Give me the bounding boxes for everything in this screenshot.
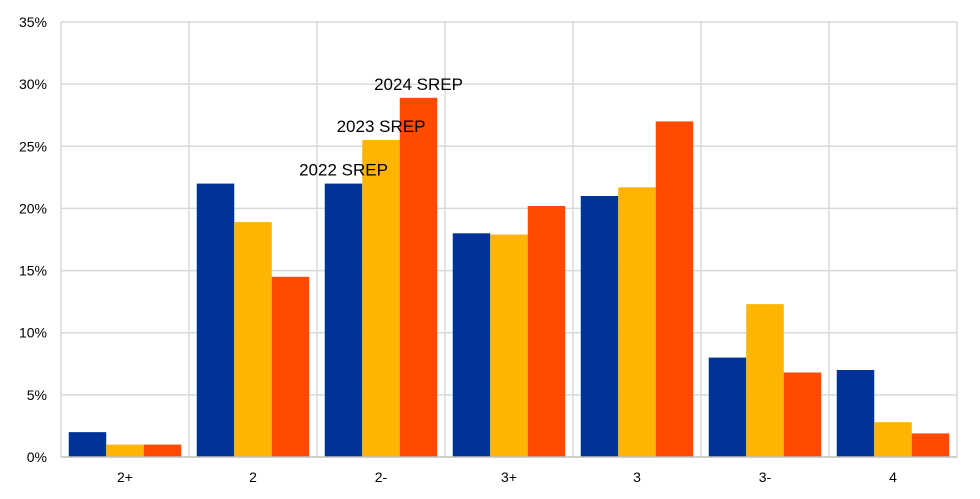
bar-2-2023-srep xyxy=(234,222,272,457)
x-tick-label: 3 xyxy=(633,469,641,485)
y-tick-label: 10% xyxy=(19,325,47,341)
x-tick-label: 2- xyxy=(375,469,388,485)
y-tick-label: 15% xyxy=(19,263,47,279)
labels-group: 2022 SREP 2023 SREP 2024 SREP xyxy=(299,75,463,180)
bar-3-2024-srep xyxy=(655,121,694,457)
x-tick-label: 4 xyxy=(889,469,897,485)
bar-2+-2022-srep xyxy=(68,432,107,457)
bar-4-2023-srep xyxy=(874,422,912,457)
bar-2--2022-srep xyxy=(324,183,363,458)
x-tick-label: 3- xyxy=(759,469,772,485)
y-tick-label: 30% xyxy=(19,76,47,92)
bar-3-2022-srep xyxy=(580,196,619,457)
axes: 0% 5% 10% 15% 20% 25% 30% 35% 2+ 2 2- 3+ 3 3- 4 xyxy=(19,14,957,485)
bar-3+-2022-srep xyxy=(452,233,491,457)
bar-2-2024-srep xyxy=(271,276,310,457)
bar-3--2023-srep xyxy=(746,304,784,457)
y-tick-label: 35% xyxy=(19,14,47,30)
bar-3--2024-srep xyxy=(783,372,822,457)
x-tick-label: 2+ xyxy=(117,469,133,485)
x-tick-label: 3+ xyxy=(501,469,517,485)
y-tick-label: 5% xyxy=(27,387,47,403)
bars-group xyxy=(68,97,950,458)
y-tick-label: 0% xyxy=(27,449,47,465)
x-tick-label: 2 xyxy=(249,469,257,485)
bar-2--2023-srep xyxy=(362,140,400,458)
bar-2+-2023-srep xyxy=(106,444,144,457)
series-annotation: 2024 SREP xyxy=(374,75,463,94)
bar-4-2024-srep xyxy=(911,433,950,457)
bar-3--2022-srep xyxy=(708,357,747,457)
bar-4-2022-srep xyxy=(836,370,875,457)
bar-2+-2024-srep xyxy=(143,444,182,457)
y-tick-label: 25% xyxy=(19,138,47,154)
bar-3+-2024-srep xyxy=(527,205,566,457)
bar-2--2024-srep xyxy=(399,97,438,458)
bar-3+-2023-srep xyxy=(490,234,528,457)
y-tick-label: 20% xyxy=(19,200,47,216)
series-annotation: 2022 SREP xyxy=(299,161,388,180)
series-annotation: 2023 SREP xyxy=(337,117,426,136)
bar-3-2023-srep xyxy=(618,187,656,458)
bar-2-2022-srep xyxy=(196,183,235,458)
